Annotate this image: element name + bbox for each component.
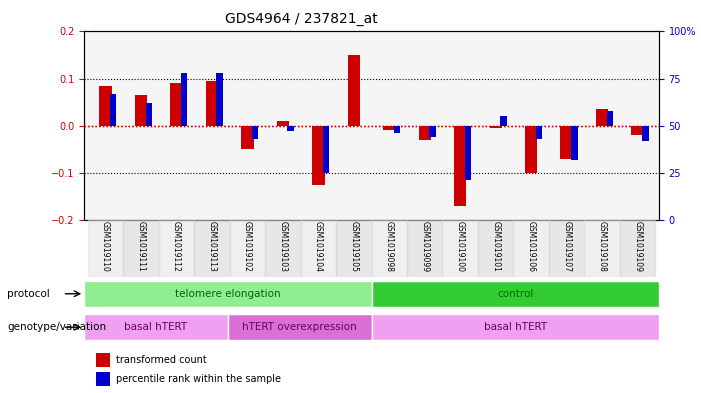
Text: GSM1019107: GSM1019107	[562, 221, 571, 272]
Text: basal hTERT: basal hTERT	[124, 322, 188, 332]
Bar	[252, 126, 259, 139]
Bar	[549, 220, 585, 277]
Bar	[95, 353, 110, 367]
FancyBboxPatch shape	[84, 314, 228, 340]
Bar	[123, 220, 158, 277]
Text: GSM1019101: GSM1019101	[491, 221, 501, 272]
FancyBboxPatch shape	[372, 314, 659, 340]
Text: GSM1019104: GSM1019104	[314, 221, 322, 272]
Bar	[146, 103, 152, 126]
Bar	[181, 73, 187, 126]
Text: GSM1019112: GSM1019112	[172, 221, 181, 272]
Bar	[100, 86, 111, 126]
Bar	[407, 220, 442, 277]
Bar	[525, 126, 538, 173]
Bar	[277, 121, 289, 126]
Bar	[571, 126, 578, 160]
Bar	[513, 220, 549, 277]
Text: GSM1019106: GSM1019106	[526, 221, 536, 272]
Bar	[478, 220, 513, 277]
FancyBboxPatch shape	[84, 281, 372, 307]
Bar	[194, 220, 230, 277]
Text: GSM1019102: GSM1019102	[243, 221, 252, 272]
Bar	[217, 73, 223, 126]
Bar	[301, 220, 336, 277]
Bar	[241, 126, 254, 149]
Bar	[230, 220, 265, 277]
Bar	[312, 126, 325, 185]
Text: GSM1019109: GSM1019109	[633, 221, 642, 272]
Bar	[348, 55, 360, 126]
Bar	[489, 126, 502, 128]
Text: genotype/variation: genotype/variation	[7, 322, 106, 332]
Bar	[596, 109, 608, 126]
Bar	[536, 126, 542, 139]
Text: basal hTERT: basal hTERT	[484, 322, 547, 332]
Bar	[95, 372, 110, 386]
Text: GSM1019108: GSM1019108	[598, 221, 606, 272]
Bar	[170, 83, 182, 126]
Bar	[287, 126, 294, 131]
Bar	[430, 126, 436, 137]
Text: GSM1019113: GSM1019113	[207, 221, 217, 272]
Bar	[394, 126, 400, 133]
Text: control: control	[497, 289, 533, 299]
Text: GSM1019099: GSM1019099	[421, 221, 429, 272]
Text: GSM1019105: GSM1019105	[349, 221, 358, 272]
Text: hTERT overexpression: hTERT overexpression	[243, 322, 357, 332]
Text: GSM1019100: GSM1019100	[456, 221, 465, 272]
Bar	[205, 81, 218, 126]
Bar	[642, 126, 648, 141]
Bar	[88, 220, 123, 277]
Bar	[561, 126, 573, 159]
Bar	[336, 220, 372, 277]
Bar	[418, 126, 431, 140]
Bar	[585, 220, 620, 277]
Bar	[158, 220, 194, 277]
Text: GDS4964 / 237821_at: GDS4964 / 237821_at	[225, 12, 378, 26]
Bar	[607, 111, 613, 126]
Text: telomere elongation: telomere elongation	[175, 289, 280, 299]
Text: GSM1019110: GSM1019110	[101, 221, 110, 272]
FancyBboxPatch shape	[228, 314, 372, 340]
Bar	[110, 94, 116, 126]
Bar	[465, 126, 471, 180]
Text: GSM1019098: GSM1019098	[385, 221, 394, 272]
Bar	[442, 220, 478, 277]
FancyBboxPatch shape	[372, 281, 659, 307]
Text: GSM1019111: GSM1019111	[137, 221, 145, 272]
Bar	[620, 220, 655, 277]
Bar	[501, 116, 507, 126]
Bar	[632, 126, 644, 135]
Text: percentile rank within the sample: percentile rank within the sample	[116, 374, 280, 384]
Bar	[323, 126, 329, 173]
Text: transformed count: transformed count	[116, 355, 207, 365]
Bar	[383, 126, 395, 130]
Bar	[265, 220, 301, 277]
Text: protocol: protocol	[7, 289, 50, 299]
Bar	[372, 220, 407, 277]
Bar	[135, 95, 147, 126]
Bar	[454, 126, 466, 206]
Text: GSM1019103: GSM1019103	[278, 221, 287, 272]
